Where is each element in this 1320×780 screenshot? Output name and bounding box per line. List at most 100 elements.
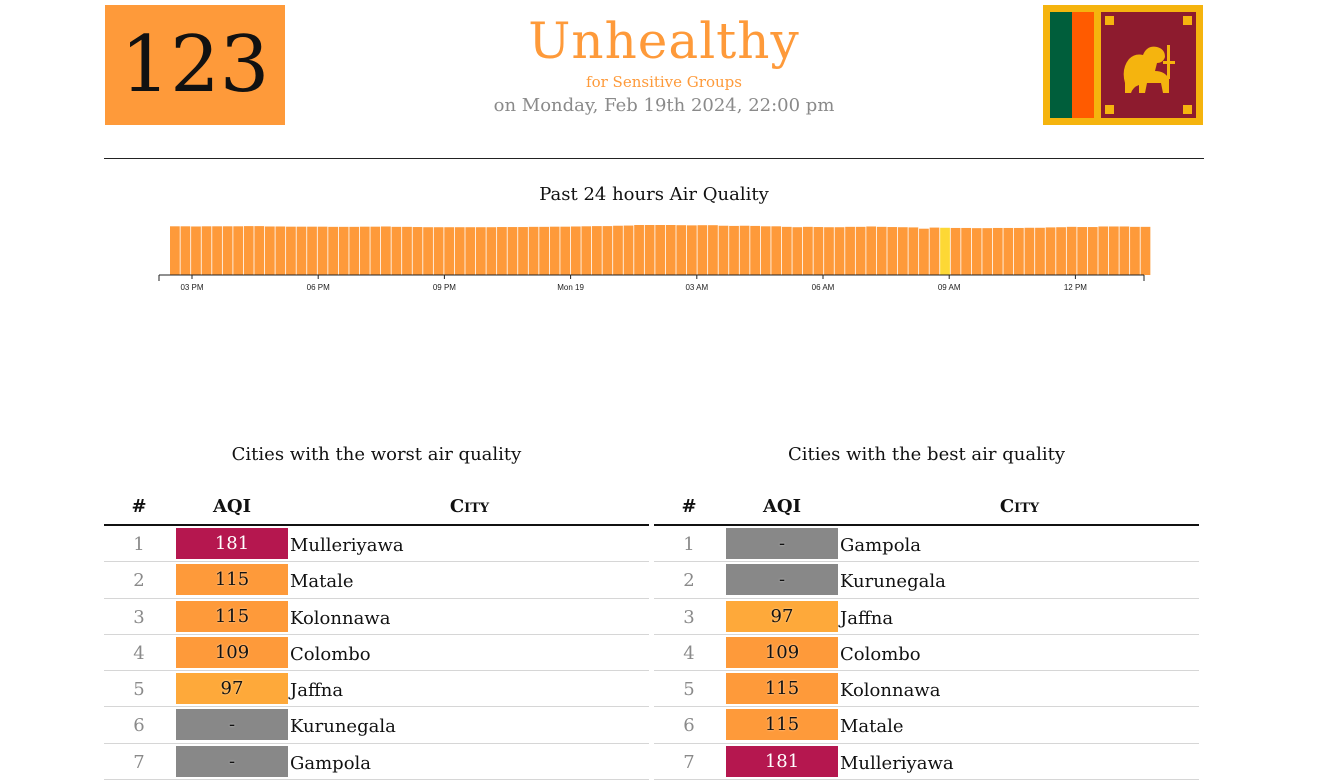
hour-bar[interactable] (549, 226, 560, 275)
table-row[interactable]: 2 - Kurunegala (654, 562, 1199, 599)
row-city-link[interactable]: Mulleriyawa (290, 535, 404, 556)
hour-bar[interactable] (876, 226, 887, 275)
hour-bar[interactable] (845, 226, 855, 275)
row-city-link[interactable]: Colombo (840, 643, 921, 665)
table-row[interactable]: 4 109 Colombo (654, 635, 1199, 672)
hour-bar[interactable] (813, 227, 824, 275)
hour-bar[interactable] (243, 226, 254, 275)
table-row[interactable]: 7 - Gampola (104, 744, 649, 780)
hour-bar[interactable] (581, 226, 592, 275)
hour-bar[interactable] (454, 227, 465, 275)
row-city-link[interactable]: Kolonnawa (290, 607, 391, 629)
hour-bar[interactable] (486, 227, 497, 275)
hour-bar[interactable] (950, 227, 961, 275)
table-row[interactable]: 3 115 Kolonnawa (104, 599, 649, 635)
hour-bar[interactable] (1077, 227, 1088, 275)
hour-bar[interactable] (1119, 226, 1130, 275)
hour-bar[interactable] (718, 225, 729, 275)
hour-bar[interactable] (275, 226, 286, 275)
row-city-link[interactable]: Colombo (290, 643, 371, 665)
hour-bar[interactable] (286, 226, 296, 275)
row-city-link[interactable]: Jaffna (840, 607, 894, 629)
hour-bar[interactable] (1056, 227, 1066, 275)
table-row[interactable]: 4 109 Colombo (104, 635, 649, 672)
hour-bar[interactable] (897, 227, 908, 275)
table-row[interactable]: 2 115 Matale (104, 562, 649, 599)
hour-bar[interactable] (919, 228, 929, 275)
table-row[interactable]: 5 97 Jaffna (104, 671, 649, 708)
hour-bar[interactable] (201, 226, 212, 275)
table-row[interactable]: 6 115 Matale (654, 707, 1199, 744)
hour-bar[interactable] (328, 226, 338, 275)
hour-bar[interactable] (803, 226, 813, 275)
hour-bar[interactable] (887, 227, 898, 275)
table-row[interactable]: 5 115 Kolonnawa (654, 671, 1199, 708)
row-city-link[interactable]: Kolonnawa (840, 680, 941, 702)
hour-bar[interactable] (824, 227, 834, 275)
hour-bar[interactable] (222, 226, 233, 275)
hour-bar[interactable] (296, 226, 307, 275)
hour-bar[interactable] (592, 226, 602, 275)
hour-bar[interactable] (338, 226, 349, 275)
hour-bar[interactable] (613, 225, 623, 275)
hour-bar[interactable] (855, 226, 866, 275)
hour-bar[interactable] (359, 226, 370, 275)
hour-bar[interactable] (655, 225, 666, 275)
hour-bar[interactable] (708, 225, 718, 275)
hour-bar[interactable] (623, 225, 634, 275)
row-city-link[interactable]: Matale (840, 716, 904, 738)
row-city-link[interactable]: Kurunegala (290, 716, 396, 738)
hour-bar[interactable] (908, 227, 919, 275)
hour-bar[interactable] (528, 226, 539, 275)
hour-bar[interactable] (644, 225, 655, 275)
hour-bar[interactable] (233, 226, 244, 275)
hour-bar[interactable] (1066, 226, 1077, 275)
hour-bar[interactable] (370, 226, 381, 275)
hour-bar[interactable] (834, 227, 845, 275)
hour-bar[interactable] (1045, 227, 1056, 275)
hour-bar[interactable] (170, 226, 180, 275)
hour-bar[interactable] (307, 226, 317, 275)
table-row[interactable]: 1 - Gampola (654, 526, 1199, 563)
row-city-link[interactable]: Matale (290, 571, 354, 593)
hour-bar[interactable] (180, 226, 191, 275)
hour-bar[interactable] (792, 227, 803, 275)
hour-bar[interactable] (676, 225, 687, 275)
hour-bar[interactable] (475, 227, 486, 275)
hour-bar[interactable] (433, 227, 444, 275)
hour-bar[interactable] (264, 226, 275, 275)
hour-bar[interactable] (866, 226, 877, 275)
hour-bar[interactable] (191, 226, 201, 275)
table-row[interactable]: 6 - Kurunegala (104, 707, 649, 744)
hour-bar[interactable] (349, 226, 360, 275)
hour-bar[interactable] (1140, 226, 1151, 275)
row-city-link[interactable]: Mulleriyawa (840, 752, 954, 774)
hour-bar[interactable] (686, 225, 697, 275)
hour-bar[interactable] (1024, 227, 1035, 275)
table-row[interactable]: 1 181 Mulleriyawa (104, 526, 649, 563)
hour-bar[interactable] (961, 227, 971, 275)
row-city-link[interactable]: Gampola (840, 535, 922, 556)
hour-bar[interactable] (929, 227, 940, 275)
hour-bar[interactable] (560, 226, 571, 275)
hour-bar[interactable] (317, 226, 328, 275)
hour-bar[interactable] (518, 227, 528, 275)
hour-bar[interactable] (212, 226, 222, 275)
hour-bar[interactable] (391, 226, 402, 275)
hour-bar[interactable] (402, 226, 412, 275)
row-city-link[interactable]: Gampola (290, 752, 372, 774)
hour-bar[interactable] (940, 227, 950, 275)
hour-bar[interactable] (497, 227, 507, 275)
hour-bar[interactable] (423, 227, 433, 275)
hour-bar[interactable] (1098, 226, 1109, 275)
hour-bar[interactable] (1035, 227, 1045, 275)
row-city-link[interactable]: Kurunegala (840, 571, 946, 593)
hour-bar[interactable] (444, 227, 455, 275)
hour-bar[interactable] (1014, 227, 1024, 275)
hour-bar[interactable] (771, 226, 782, 275)
hour-bar[interactable] (412, 227, 423, 275)
hour-bar[interactable] (602, 226, 613, 275)
hour-bar[interactable] (982, 228, 993, 275)
table-row[interactable]: 3 97 Jaffna (654, 599, 1199, 635)
hour-bar[interactable] (992, 227, 1003, 275)
